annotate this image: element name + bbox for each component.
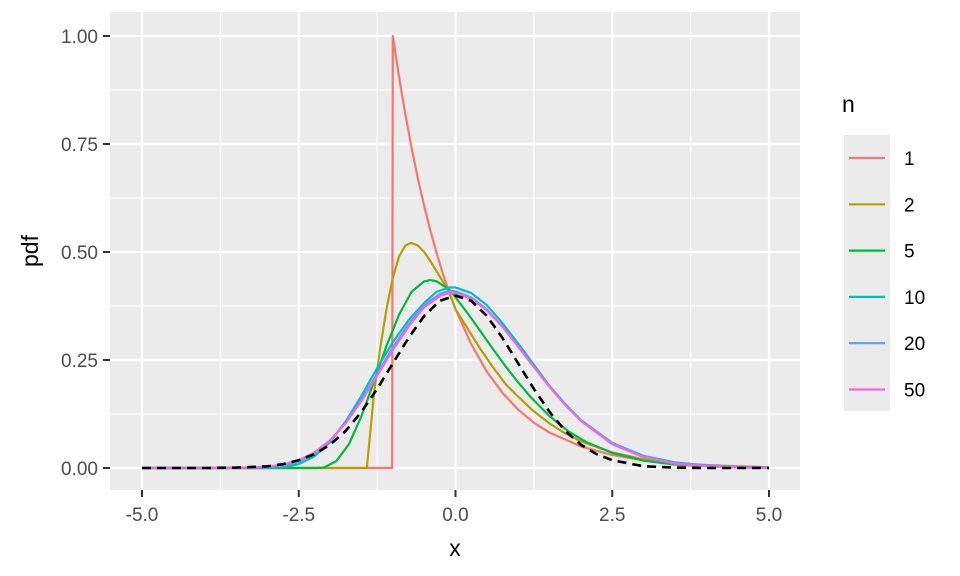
legend-label-n-1: 1 xyxy=(904,149,915,170)
y-axis: 0.00 0.25 0.50 0.75 1.00 xyxy=(61,27,110,480)
x-tick-label: 2.5 xyxy=(599,505,625,526)
x-tick-label: 0.0 xyxy=(442,505,468,526)
x-axis-title: x xyxy=(449,535,461,561)
series-layer xyxy=(142,34,770,470)
y-tick-label: 0.00 xyxy=(61,459,98,480)
x-axis: -5.0 -2.5 0.0 2.5 5.0 xyxy=(126,490,782,526)
x-tick-label: 5.0 xyxy=(756,505,782,526)
x-tick-label: -5.0 xyxy=(126,505,159,526)
series-line-n-5 xyxy=(142,278,770,470)
legend-title: n xyxy=(842,91,855,117)
legend-label-n-5: 5 xyxy=(904,242,915,263)
legend-label-n-10: 10 xyxy=(904,288,925,309)
series-line-reference-normal xyxy=(142,294,769,470)
y-axis-title: pdf xyxy=(17,234,43,267)
legend-label-n-2: 2 xyxy=(904,195,915,216)
y-tick-label: 0.50 xyxy=(61,243,98,264)
legend-label-n-50: 50 xyxy=(904,381,925,402)
legend-key-background xyxy=(844,135,890,411)
y-tick-label: 0.75 xyxy=(61,135,98,156)
legend-items: 1 2 5 10 20 50 xyxy=(849,149,925,402)
legend-label-n-20: 20 xyxy=(904,334,925,355)
y-tick-label: 1.00 xyxy=(61,27,98,48)
x-tick-label: -2.5 xyxy=(282,505,315,526)
legend: n 1 2 5 10 20 50 xyxy=(842,91,925,411)
grid-major xyxy=(110,12,800,490)
y-tick-label: 0.25 xyxy=(61,351,98,372)
